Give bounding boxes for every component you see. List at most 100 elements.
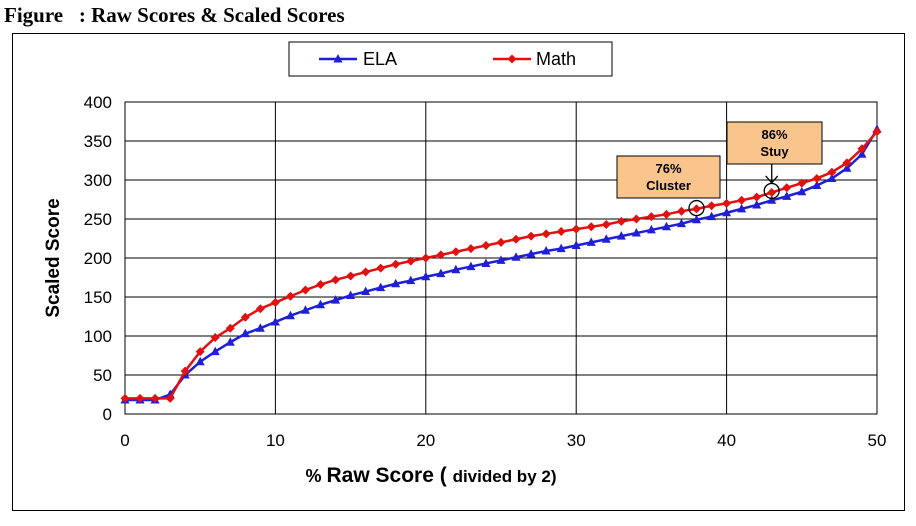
data-point-math (376, 263, 386, 273)
data-point-math (752, 192, 762, 202)
data-series (120, 124, 882, 404)
data-point-math (857, 144, 867, 154)
data-point-math (511, 234, 521, 244)
x-tick-label: 10 (266, 431, 285, 450)
data-point-math (285, 291, 295, 301)
annotation-box (726, 121, 823, 165)
data-point-math (421, 253, 431, 263)
data-point-math (872, 127, 882, 137)
data-point-ela (526, 249, 536, 258)
data-point-ela (421, 271, 431, 281)
data-point-ela (797, 186, 807, 196)
data-point-ela (812, 180, 822, 189)
data-point-ela (601, 234, 611, 243)
data-point-ela (767, 195, 777, 204)
data-point-math (631, 214, 641, 224)
data-point-ela (631, 228, 641, 237)
data-point-ela (391, 278, 401, 288)
x-tick-labels: 0 10 20 30 40 50 (120, 431, 886, 450)
series-line-math (125, 130, 878, 400)
legend-label-ela: ELA (363, 49, 397, 69)
data-point-math (541, 229, 551, 239)
y-axis-label: Scaled Score (43, 198, 64, 317)
y-tick-label: 400 (84, 93, 112, 112)
data-point-math (300, 285, 310, 295)
annotations: 76% Cluster 86% Stuy (616, 121, 823, 217)
annotation-0: 76% Cluster (616, 155, 721, 217)
data-point-math (391, 259, 401, 269)
annotation-1: 86% Stuy (726, 121, 823, 200)
data-point-ela (316, 299, 326, 309)
legend-marker-math (507, 54, 517, 64)
data-point-math (526, 231, 536, 241)
data-point-ela (782, 191, 792, 200)
data-point-ela (737, 203, 747, 213)
y-tick-label: 300 (84, 171, 112, 190)
annotation-box (616, 155, 721, 199)
data-point-math (601, 219, 611, 229)
data-point-math (406, 256, 416, 266)
y-tick-label: 100 (84, 327, 112, 346)
data-point-ela (361, 286, 371, 296)
data-point-ela (842, 163, 852, 172)
data-point-ela (436, 268, 446, 278)
data-point-math (496, 237, 506, 247)
data-point-math (466, 244, 476, 254)
data-point-math (346, 271, 356, 281)
data-point-ela (331, 295, 341, 304)
annotation-percent: 86% (761, 127, 787, 142)
data-point-math (676, 206, 686, 216)
data-point-math (331, 275, 341, 285)
data-point-math (586, 222, 596, 232)
data-point-ela (285, 310, 295, 320)
y-tick-label: 50 (93, 366, 112, 385)
series-line-ela (125, 128, 879, 402)
y-tick-label: 250 (84, 210, 112, 229)
legend-marker-ela (333, 54, 343, 63)
y-tick-label: 200 (84, 249, 112, 268)
series-math (120, 127, 882, 403)
data-point-ela (195, 356, 205, 366)
x-axis-label-note: divided by 2 (453, 467, 551, 486)
figure-title: Figure : Raw Scores & Scaled Scores (4, 3, 345, 27)
data-point-ela (571, 240, 581, 250)
data-point-ela (406, 275, 416, 285)
data-point-ela (346, 290, 356, 299)
annotation-marker-circle (688, 199, 705, 217)
data-point-math (616, 216, 626, 226)
plot-area (124, 101, 878, 415)
data-point-ela (300, 305, 310, 314)
data-point-ela (857, 149, 867, 158)
data-point-ela (376, 282, 386, 292)
data-point-ela (481, 258, 491, 267)
data-point-math (571, 224, 581, 234)
data-point-ela (511, 252, 521, 261)
data-point-ela (496, 255, 506, 264)
data-point-math (135, 393, 145, 403)
x-tick-label: 0 (120, 431, 129, 450)
y-tick-label: 0 (103, 405, 112, 424)
data-point-math (737, 195, 747, 205)
data-point-math (240, 312, 250, 322)
data-point-ela (451, 264, 461, 274)
x-tick-label: 30 (567, 431, 586, 450)
data-point-math (361, 267, 371, 277)
annotation-label: Stuy (760, 144, 789, 159)
data-point-math (120, 393, 130, 403)
data-point-math (150, 393, 160, 403)
data-point-ela (661, 221, 671, 231)
data-point-math (767, 187, 777, 197)
data-point-ela (646, 224, 656, 234)
annotation-label: Cluster (646, 178, 691, 193)
data-point-ela (541, 245, 551, 255)
data-point-math (225, 323, 235, 333)
data-point-ela (616, 231, 626, 240)
data-point-math (692, 204, 702, 214)
data-point-ela (225, 337, 235, 346)
data-point-math (165, 393, 175, 403)
data-point-ela (586, 237, 596, 246)
data-point-ela (707, 211, 717, 221)
y-tick-label: 350 (84, 132, 112, 151)
data-point-math (812, 173, 822, 183)
